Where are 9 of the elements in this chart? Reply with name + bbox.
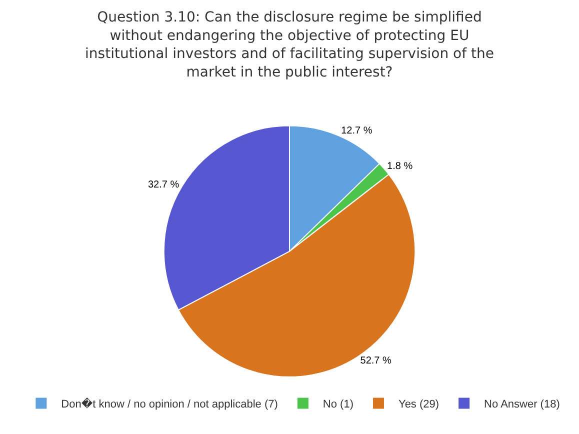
data-label: 1.8 % xyxy=(387,161,413,172)
data-label: 52.7 % xyxy=(360,355,392,366)
data-label: 12.7 % xyxy=(341,125,372,136)
legend-label: Don�t know / no opinion / not applicable (7) xyxy=(61,396,278,411)
legend-label: Yes (29) xyxy=(398,398,440,411)
chart-title: Question 3.10: Can the disclosure regime be simplified without endangering the objective of protecting EU institutional investors and of facilitating supervision of the market in the public interest? xyxy=(85,10,494,80)
data-label: 32.7 % xyxy=(148,179,180,190)
legend-label: No (1) xyxy=(322,398,354,411)
legend-label: No Answer (18) xyxy=(484,398,560,411)
